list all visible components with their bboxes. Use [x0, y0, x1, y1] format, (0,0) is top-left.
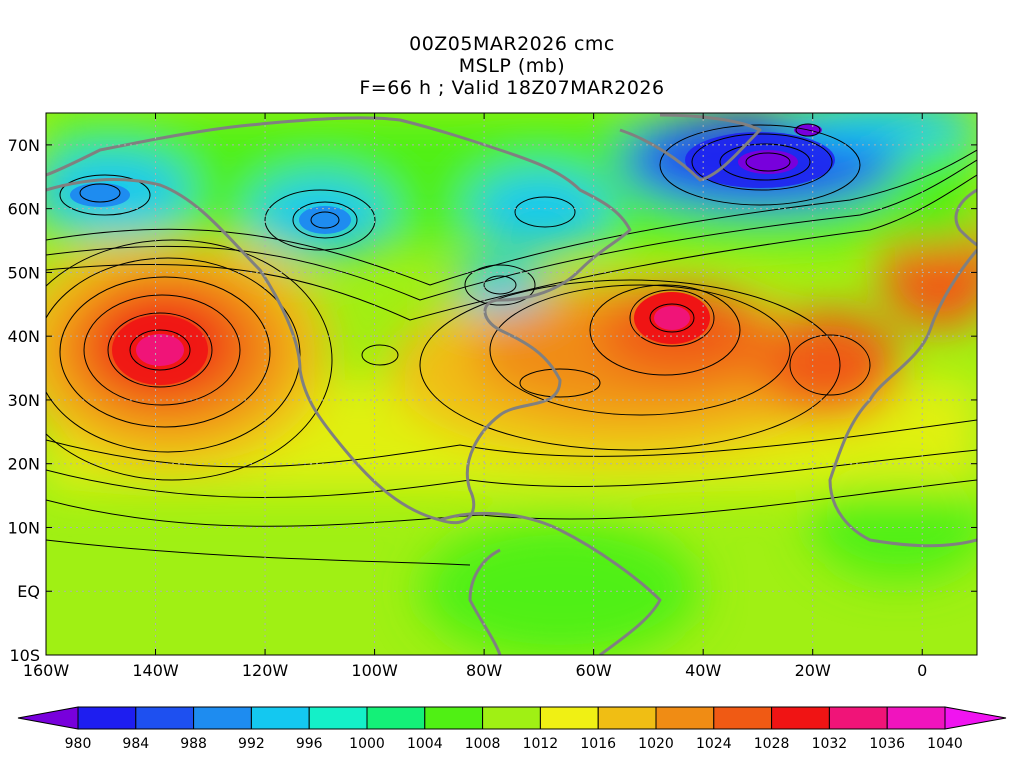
x-tick-label: 40W — [685, 661, 721, 680]
colorbar-label: 1008 — [465, 736, 501, 752]
colorbar: 980 984 988 992 996 1000 1004 1008 1012 1016 1020 1… — [17, 706, 1007, 752]
y-tick-label: 30N — [8, 391, 40, 410]
grid-lines — [46, 113, 977, 655]
colorbar-label: 1032 — [812, 736, 848, 752]
x-tick-label: 0 — [917, 661, 927, 680]
colorbar-max-arrow — [944, 706, 1007, 730]
x-tick-label: 20W — [795, 661, 831, 680]
colorbar-swatch — [193, 706, 252, 730]
colorbar-swatch — [539, 706, 599, 730]
plot-frame — [45, 112, 978, 656]
map-title-field: MSLP (mb) — [458, 55, 566, 77]
coastlines — [46, 113, 977, 655]
colorbar-swatch — [135, 706, 195, 730]
pressure-field — [46, 113, 977, 655]
x-tick-label: 100W — [351, 661, 398, 680]
colorbar-label: 984 — [122, 736, 149, 752]
y-tick-label: 20N — [8, 455, 40, 474]
colorbar-swatch — [713, 706, 773, 730]
x-tick-label: 160W — [23, 661, 70, 680]
colorbar-swatch — [424, 706, 484, 730]
x-tick-label: 80W — [466, 661, 502, 680]
colorbar-swatch — [597, 706, 657, 730]
y-tick-label: 50N — [8, 263, 40, 282]
colorbar-swatch — [771, 706, 830, 730]
colorbar-label: 980 — [65, 736, 92, 752]
y-tick-label: 10N — [8, 518, 40, 537]
colorbar-swatch — [250, 706, 310, 730]
colorbar-label: 992 — [238, 736, 265, 752]
colorbar-swatch — [828, 706, 888, 730]
colorbar-swatch — [886, 706, 946, 730]
map-title-date: 00Z05MAR2026 cmc — [409, 33, 615, 55]
colorbar-label: 1000 — [349, 736, 385, 752]
colorbar-swatch — [482, 706, 541, 730]
colorbar-label: 1004 — [407, 736, 443, 752]
colorbar-label: 996 — [296, 736, 323, 752]
colorbar-label: 988 — [180, 736, 207, 752]
y-tick-label: 70N — [8, 136, 40, 155]
x-tick-label: 60W — [576, 661, 612, 680]
axis-labels: 160W 140W 120W 100W 80W 60W 40W 20W 0 70N 60N 50N 40… — [8, 136, 928, 680]
colorbar-label: 1036 — [869, 736, 905, 752]
colorbar-label: 1016 — [580, 736, 616, 752]
colorbar-label: 1040 — [927, 736, 963, 752]
colorbar-label: 1020 — [638, 736, 674, 752]
y-tick-label: 40N — [8, 327, 40, 346]
colorbar-label: 1012 — [523, 736, 559, 752]
y-tick-label: 60N — [8, 200, 40, 219]
axis-ticks — [45, 113, 977, 656]
x-tick-label: 120W — [242, 661, 289, 680]
colorbar-swatch — [655, 706, 715, 730]
y-tick-label: 10S — [9, 646, 40, 665]
colorbar-swatch — [308, 706, 368, 730]
y-tick-label: EQ — [17, 582, 40, 601]
colorbar-label: 1024 — [696, 736, 732, 752]
colorbar-min-arrow — [17, 706, 79, 730]
x-tick-label: 140W — [132, 661, 179, 680]
colorbar-swatch — [366, 706, 426, 730]
colorbar-swatch — [77, 706, 137, 730]
map-title-valid: F=66 h ; Valid 18Z07MAR2026 — [359, 77, 665, 99]
colorbar-label: 1028 — [754, 736, 790, 752]
isobar-lines — [46, 123, 977, 566]
